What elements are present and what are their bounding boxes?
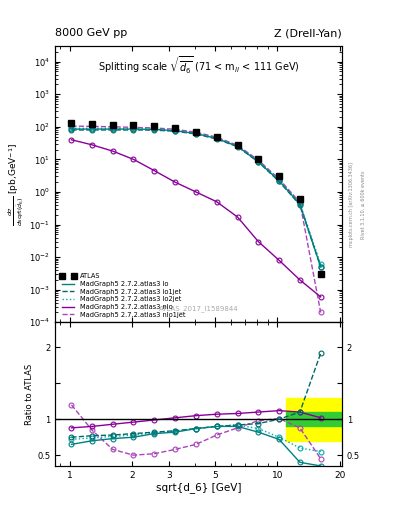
- Line: ATLAS: ATLAS: [68, 120, 324, 278]
- Line: MadGraph5 2.7.2.atlas3 nlo: MadGraph5 2.7.2.atlas3 nlo: [72, 140, 321, 297]
- MadGraph5 2.7.2.atlas3 lo1jet: [69, 127, 74, 133]
- Line: MadGraph5 2.7.2.atlas3 nlo1jet: MadGraph5 2.7.2.atlas3 nlo1jet: [72, 126, 321, 312]
- Text: mcplots.cern.ch [arXiv:1306.3436]: mcplots.cern.ch [arXiv:1306.3436]: [349, 162, 354, 247]
- MadGraph5 2.7.2.atlas3 nlo: [152, 167, 157, 174]
- Line: MadGraph5 2.7.2.atlas3 lo1jet: MadGraph5 2.7.2.atlas3 lo1jet: [72, 130, 321, 267]
- ATLAS: [152, 123, 157, 130]
- ATLAS: [256, 156, 261, 162]
- MadGraph5 2.7.2.atlas3 nlo: [256, 239, 261, 245]
- MadGraph5 2.7.2.atlas3 lo1jet: [173, 128, 177, 134]
- MadGraph5 2.7.2.atlas3 nlo: [298, 277, 302, 283]
- MadGraph5 2.7.2.atlas3 lo2jet: [235, 143, 240, 149]
- MadGraph5 2.7.2.atlas3 lo2jet: [214, 135, 219, 141]
- Legend: ATLAS, MadGraph5 2.7.2.atlas3 lo, MadGraph5 2.7.2.atlas3 lo1jet, MadGraph5 2.7.2: ATLAS, MadGraph5 2.7.2.atlas3 lo, MadGra…: [58, 272, 187, 319]
- Y-axis label: Ratio to ATLAS: Ratio to ATLAS: [25, 364, 34, 425]
- X-axis label: sqrt{d_6} [GeV]: sqrt{d_6} [GeV]: [156, 482, 241, 494]
- ATLAS: [214, 134, 219, 140]
- MadGraph5 2.7.2.atlas3 nlo1jet: [298, 199, 302, 205]
- MadGraph5 2.7.2.atlas3 nlo1jet: [256, 157, 261, 163]
- Text: Rivet 3.1.10, ≥ 600k events: Rivet 3.1.10, ≥ 600k events: [361, 170, 366, 239]
- MadGraph5 2.7.2.atlas3 lo1jet: [194, 131, 198, 137]
- Text: Splitting scale $\sqrt{\overline{d_6}}$ (71 < m$_{ll}$ < 111 GeV): Splitting scale $\sqrt{\overline{d_6}}$ …: [97, 54, 299, 76]
- Line: MadGraph5 2.7.2.atlas3 lo: MadGraph5 2.7.2.atlas3 lo: [72, 129, 321, 267]
- MadGraph5 2.7.2.atlas3 lo1jet: [214, 136, 219, 142]
- MadGraph5 2.7.2.atlas3 nlo: [69, 137, 74, 143]
- ATLAS: [194, 129, 198, 135]
- MadGraph5 2.7.2.atlas3 nlo: [90, 142, 94, 148]
- MadGraph5 2.7.2.atlas3 lo: [214, 135, 219, 141]
- MadGraph5 2.7.2.atlas3 nlo1jet: [152, 125, 157, 131]
- MadGraph5 2.7.2.atlas3 lo: [69, 126, 74, 132]
- ATLAS: [277, 174, 281, 180]
- MadGraph5 2.7.2.atlas3 lo2jet: [90, 125, 94, 132]
- MadGraph5 2.7.2.atlas3 lo2jet: [173, 127, 177, 134]
- Text: 8000 GeV pp: 8000 GeV pp: [55, 28, 127, 38]
- MadGraph5 2.7.2.atlas3 lo1jet: [298, 202, 302, 208]
- MadGraph5 2.7.2.atlas3 nlo1jet: [214, 134, 219, 140]
- MadGraph5 2.7.2.atlas3 lo1jet: [110, 127, 115, 133]
- MadGraph5 2.7.2.atlas3 lo: [110, 126, 115, 132]
- ATLAS: [90, 121, 94, 127]
- ATLAS: [173, 125, 177, 131]
- ATLAS: [110, 122, 115, 128]
- MadGraph5 2.7.2.atlas3 nlo1jet: [318, 309, 323, 315]
- MadGraph5 2.7.2.atlas3 lo2jet: [194, 130, 198, 136]
- MadGraph5 2.7.2.atlas3 nlo: [110, 148, 115, 154]
- MadGraph5 2.7.2.atlas3 nlo: [277, 257, 281, 263]
- ATLAS: [318, 271, 323, 277]
- MadGraph5 2.7.2.atlas3 lo1jet: [131, 127, 136, 133]
- MadGraph5 2.7.2.atlas3 lo: [194, 131, 198, 137]
- MadGraph5 2.7.2.atlas3 lo1jet: [235, 144, 240, 150]
- MadGraph5 2.7.2.atlas3 lo2jet: [131, 125, 136, 132]
- MadGraph5 2.7.2.atlas3 lo: [277, 178, 281, 184]
- MadGraph5 2.7.2.atlas3 nlo: [194, 189, 198, 195]
- MadGraph5 2.7.2.atlas3 nlo1jet: [69, 123, 74, 129]
- MadGraph5 2.7.2.atlas3 lo: [152, 126, 157, 133]
- MadGraph5 2.7.2.atlas3 lo1jet: [256, 159, 261, 165]
- Y-axis label: $\frac{d\sigma}{d\mathrm{sqrt}(\tilde{d}_6)}$ [pb,GeV$^{-1}$]: $\frac{d\sigma}{d\mathrm{sqrt}(\tilde{d}…: [7, 143, 26, 226]
- MadGraph5 2.7.2.atlas3 lo: [235, 143, 240, 150]
- MadGraph5 2.7.2.atlas3 nlo1jet: [131, 124, 136, 131]
- MadGraph5 2.7.2.atlas3 nlo1jet: [110, 124, 115, 130]
- MadGraph5 2.7.2.atlas3 nlo1jet: [194, 129, 198, 135]
- MadGraph5 2.7.2.atlas3 lo1jet: [152, 127, 157, 133]
- MadGraph5 2.7.2.atlas3 lo2jet: [298, 200, 302, 206]
- MadGraph5 2.7.2.atlas3 nlo1jet: [235, 142, 240, 148]
- ATLAS: [298, 196, 302, 202]
- MadGraph5 2.7.2.atlas3 nlo: [131, 156, 136, 162]
- MadGraph5 2.7.2.atlas3 nlo1jet: [277, 176, 281, 182]
- MadGraph5 2.7.2.atlas3 lo2jet: [110, 125, 115, 132]
- MadGraph5 2.7.2.atlas3 lo: [298, 201, 302, 207]
- Line: MadGraph5 2.7.2.atlas3 lo2jet: MadGraph5 2.7.2.atlas3 lo2jet: [72, 129, 321, 264]
- MadGraph5 2.7.2.atlas3 lo1jet: [277, 178, 281, 184]
- MadGraph5 2.7.2.atlas3 lo2jet: [256, 158, 261, 164]
- Text: Z (Drell-Yan): Z (Drell-Yan): [274, 28, 342, 38]
- MadGraph5 2.7.2.atlas3 lo: [90, 126, 94, 132]
- ATLAS: [131, 122, 136, 129]
- MadGraph5 2.7.2.atlas3 lo2jet: [152, 126, 157, 132]
- MadGraph5 2.7.2.atlas3 lo2jet: [277, 177, 281, 183]
- ATLAS: [235, 142, 240, 148]
- MadGraph5 2.7.2.atlas3 lo: [131, 126, 136, 132]
- MadGraph5 2.7.2.atlas3 nlo: [173, 179, 177, 185]
- MadGraph5 2.7.2.atlas3 lo2jet: [69, 125, 74, 132]
- ATLAS: [69, 120, 74, 126]
- Text: ATLAS_2017_I1589844: ATLAS_2017_I1589844: [159, 305, 238, 312]
- MadGraph5 2.7.2.atlas3 lo: [318, 264, 323, 270]
- MadGraph5 2.7.2.atlas3 nlo1jet: [90, 123, 94, 130]
- MadGraph5 2.7.2.atlas3 nlo: [214, 199, 219, 205]
- MadGraph5 2.7.2.atlas3 lo1jet: [90, 127, 94, 133]
- MadGraph5 2.7.2.atlas3 lo: [256, 159, 261, 165]
- MadGraph5 2.7.2.atlas3 lo2jet: [318, 261, 323, 267]
- MadGraph5 2.7.2.atlas3 nlo1jet: [173, 126, 177, 132]
- MadGraph5 2.7.2.atlas3 lo1jet: [318, 264, 323, 270]
- MadGraph5 2.7.2.atlas3 lo: [173, 127, 177, 134]
- MadGraph5 2.7.2.atlas3 nlo: [235, 214, 240, 220]
- MadGraph5 2.7.2.atlas3 nlo: [318, 294, 323, 300]
